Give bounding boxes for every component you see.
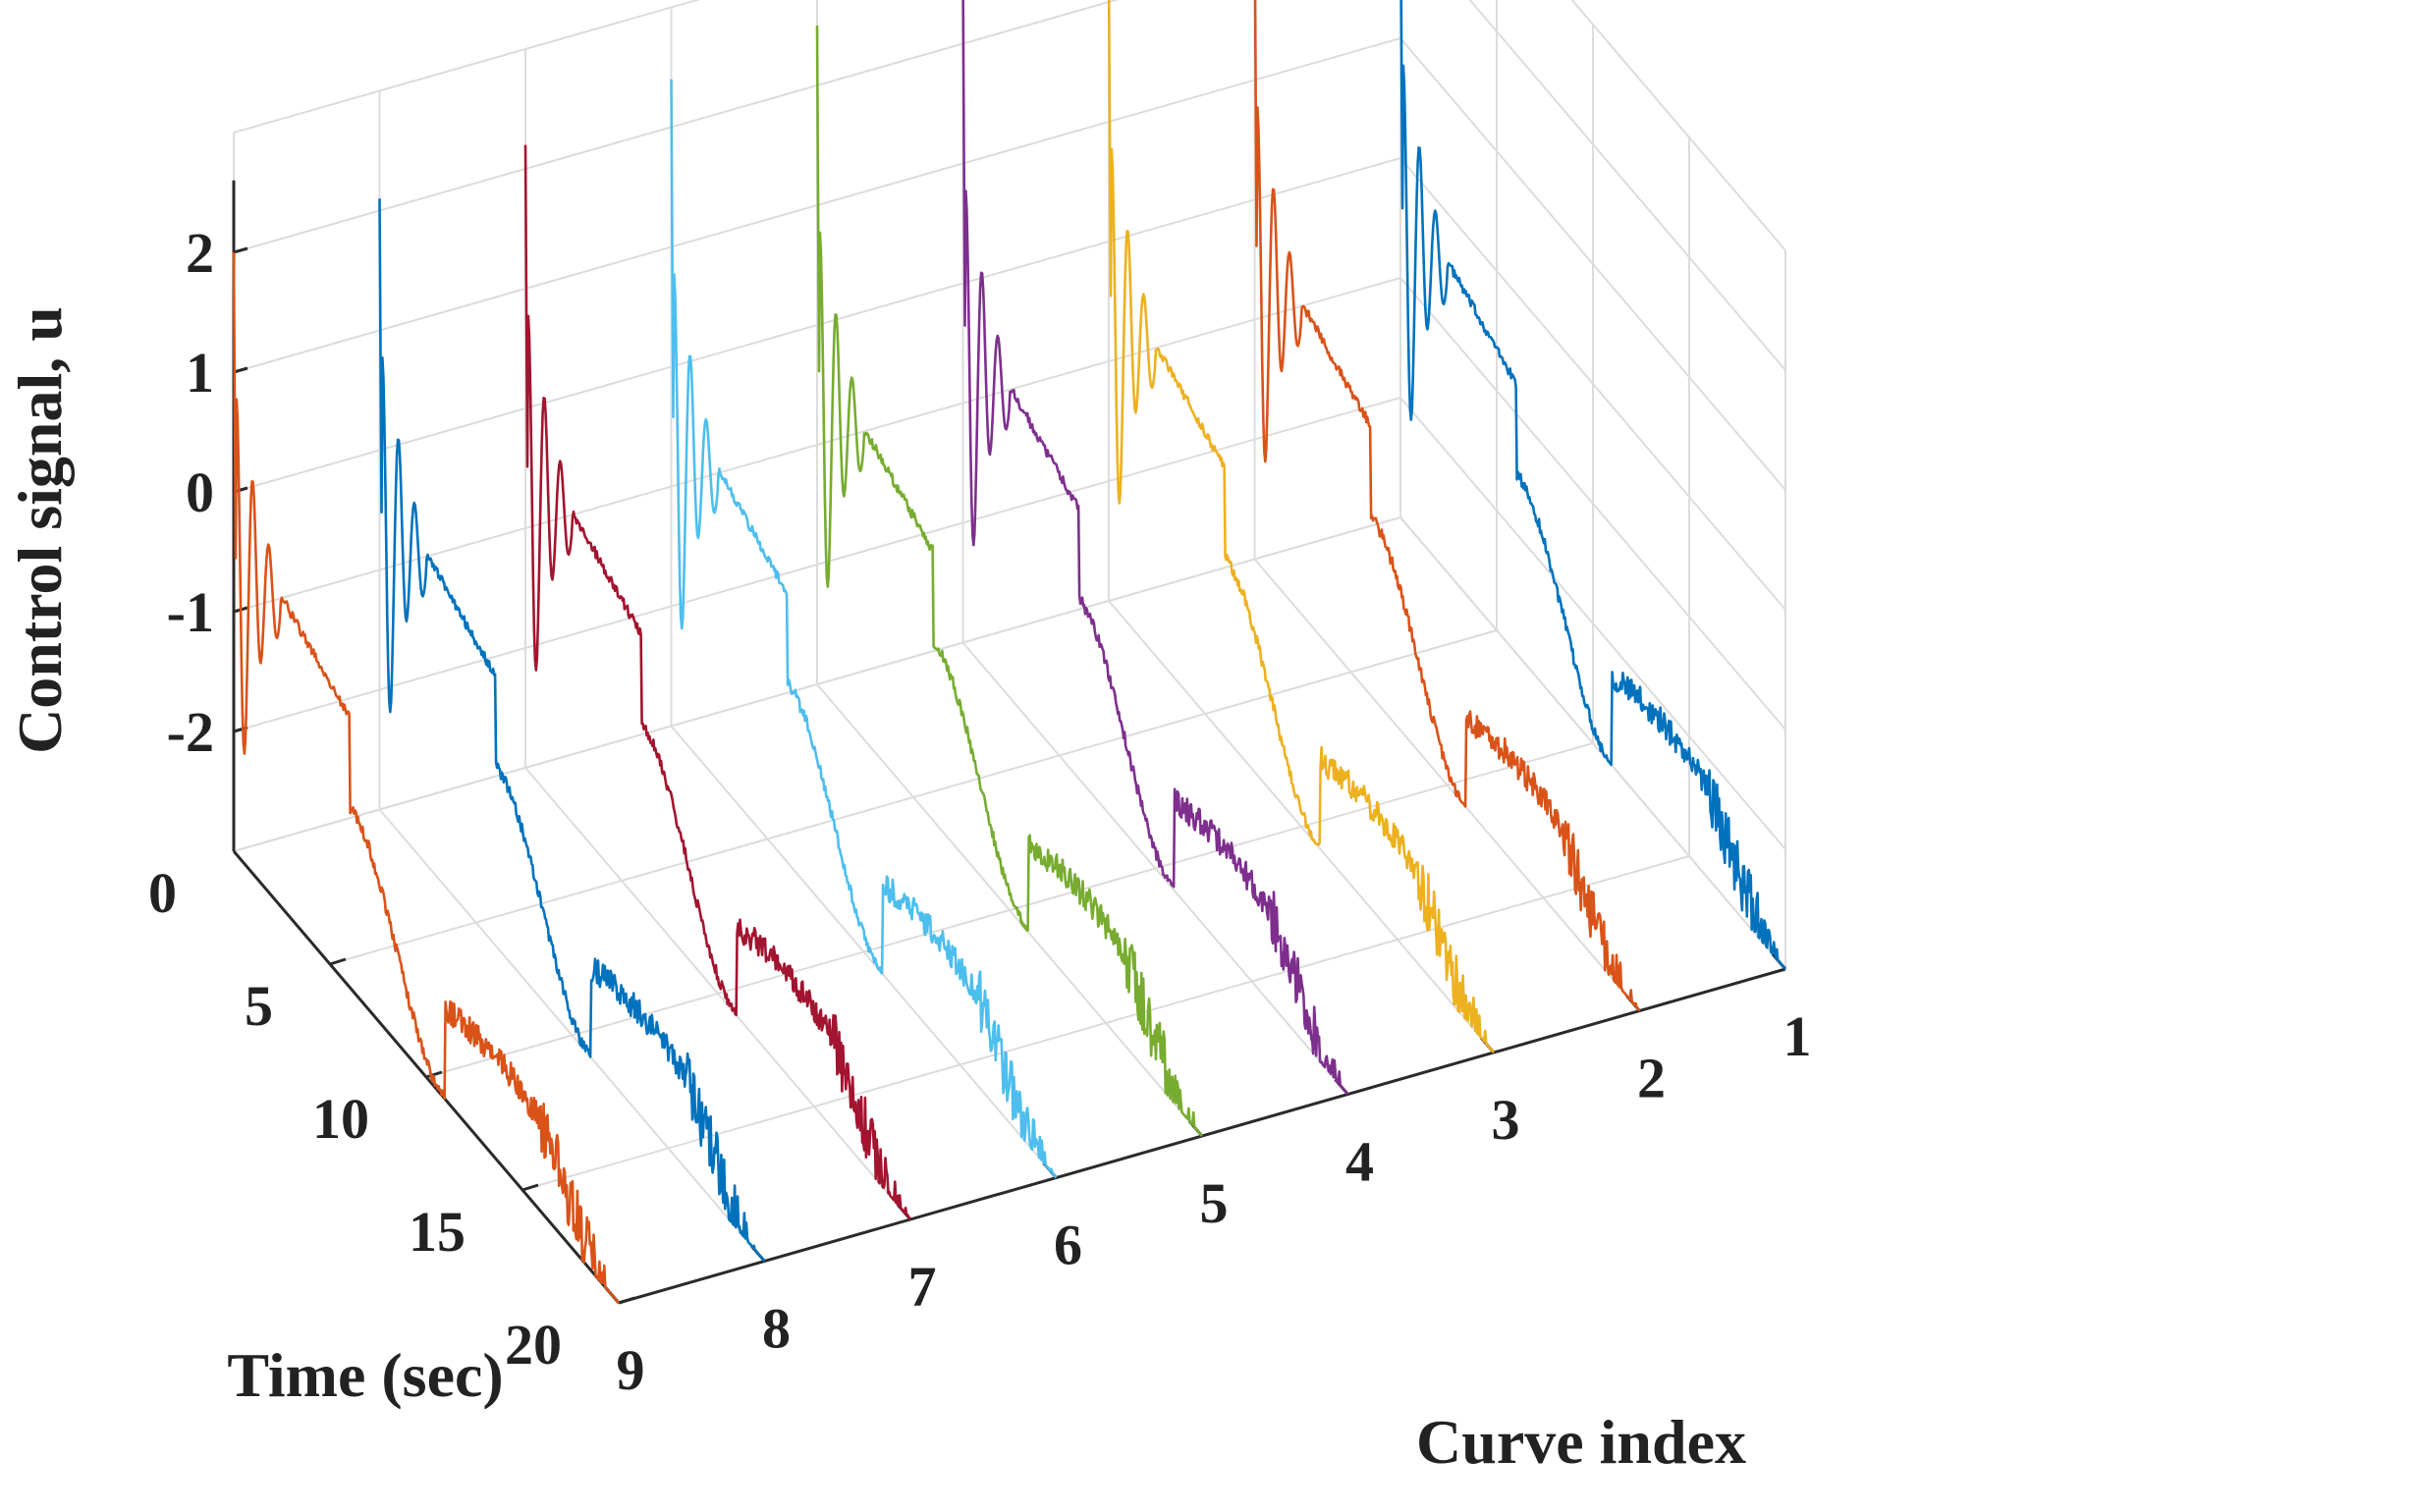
x-tick-label: 20 bbox=[505, 1313, 562, 1377]
series-line-8 bbox=[378, 198, 766, 1263]
grid-line bbox=[1399, 516, 1786, 970]
x-tick-label: 0 bbox=[148, 861, 177, 925]
series-line-7 bbox=[523, 144, 911, 1220]
grid-line bbox=[670, 725, 1058, 1179]
label-layer: Control signal, u Time (sec) Curve index… bbox=[5, 221, 1812, 1477]
z-tick-mark bbox=[233, 366, 248, 374]
grid-line bbox=[1399, 37, 1786, 491]
grid-line bbox=[524, 767, 911, 1220]
z-tick-label: 0 bbox=[186, 460, 214, 524]
z-axis-title: Control signal, u bbox=[5, 306, 75, 754]
z-tick-mark bbox=[233, 246, 248, 254]
series-line-3 bbox=[1107, 0, 1495, 1053]
x-tick-label: 5 bbox=[245, 974, 273, 1038]
grid-layer bbox=[233, 0, 1786, 1304]
z-tick-label: 1 bbox=[186, 341, 214, 405]
y-tick-label: 8 bbox=[762, 1297, 791, 1361]
grid-line bbox=[1108, 600, 1495, 1053]
x-tick-label: 10 bbox=[312, 1087, 369, 1151]
z-tick-label: 2 bbox=[186, 221, 214, 285]
y-axis-title: Curve index bbox=[1416, 1407, 1746, 1477]
series-line-5 bbox=[815, 25, 1203, 1137]
y-tick-label: 5 bbox=[1200, 1171, 1229, 1235]
grid-line bbox=[233, 397, 1401, 732]
grid-line bbox=[816, 683, 1203, 1137]
grid-line bbox=[233, 157, 1401, 493]
series-line-2 bbox=[1253, 0, 1641, 1012]
y-tick-label: 1 bbox=[1783, 1004, 1812, 1068]
x-tick-mark bbox=[521, 1183, 539, 1192]
grid-line bbox=[1468, 0, 1786, 371]
x-tick-mark bbox=[425, 1070, 443, 1079]
y-tick-label: 2 bbox=[1637, 1047, 1666, 1110]
x-tick-mark bbox=[329, 957, 347, 966]
y-tick-label: 7 bbox=[908, 1255, 937, 1319]
grid-line bbox=[1399, 157, 1786, 611]
z-tick-label: -2 bbox=[167, 700, 214, 764]
series-line-6 bbox=[670, 79, 1058, 1179]
series-line-9 bbox=[232, 251, 620, 1304]
x-tick-mark bbox=[618, 1296, 635, 1305]
series-line-4 bbox=[961, 0, 1349, 1096]
series-line-1 bbox=[1399, 0, 1786, 970]
y-tick-label: 9 bbox=[617, 1338, 645, 1402]
x-tick-label: 15 bbox=[409, 1200, 466, 1264]
axis-layer bbox=[232, 180, 1787, 1305]
grid-line bbox=[1399, 397, 1786, 850]
z-tick-label: -1 bbox=[167, 580, 214, 644]
y-tick-label: 3 bbox=[1492, 1088, 1520, 1152]
y-tick-label: 6 bbox=[1054, 1214, 1082, 1277]
grid-line bbox=[233, 0, 701, 134]
grid-line bbox=[1399, 277, 1786, 730]
grid-line bbox=[1253, 558, 1641, 1012]
x-axis-title: Time (sec) bbox=[227, 1340, 503, 1410]
grid-line bbox=[1570, 0, 1786, 251]
series-layer bbox=[232, 0, 1786, 1304]
y-tick-label: 4 bbox=[1345, 1130, 1374, 1194]
grid-line bbox=[378, 808, 766, 1263]
grid-line bbox=[961, 641, 1349, 1096]
